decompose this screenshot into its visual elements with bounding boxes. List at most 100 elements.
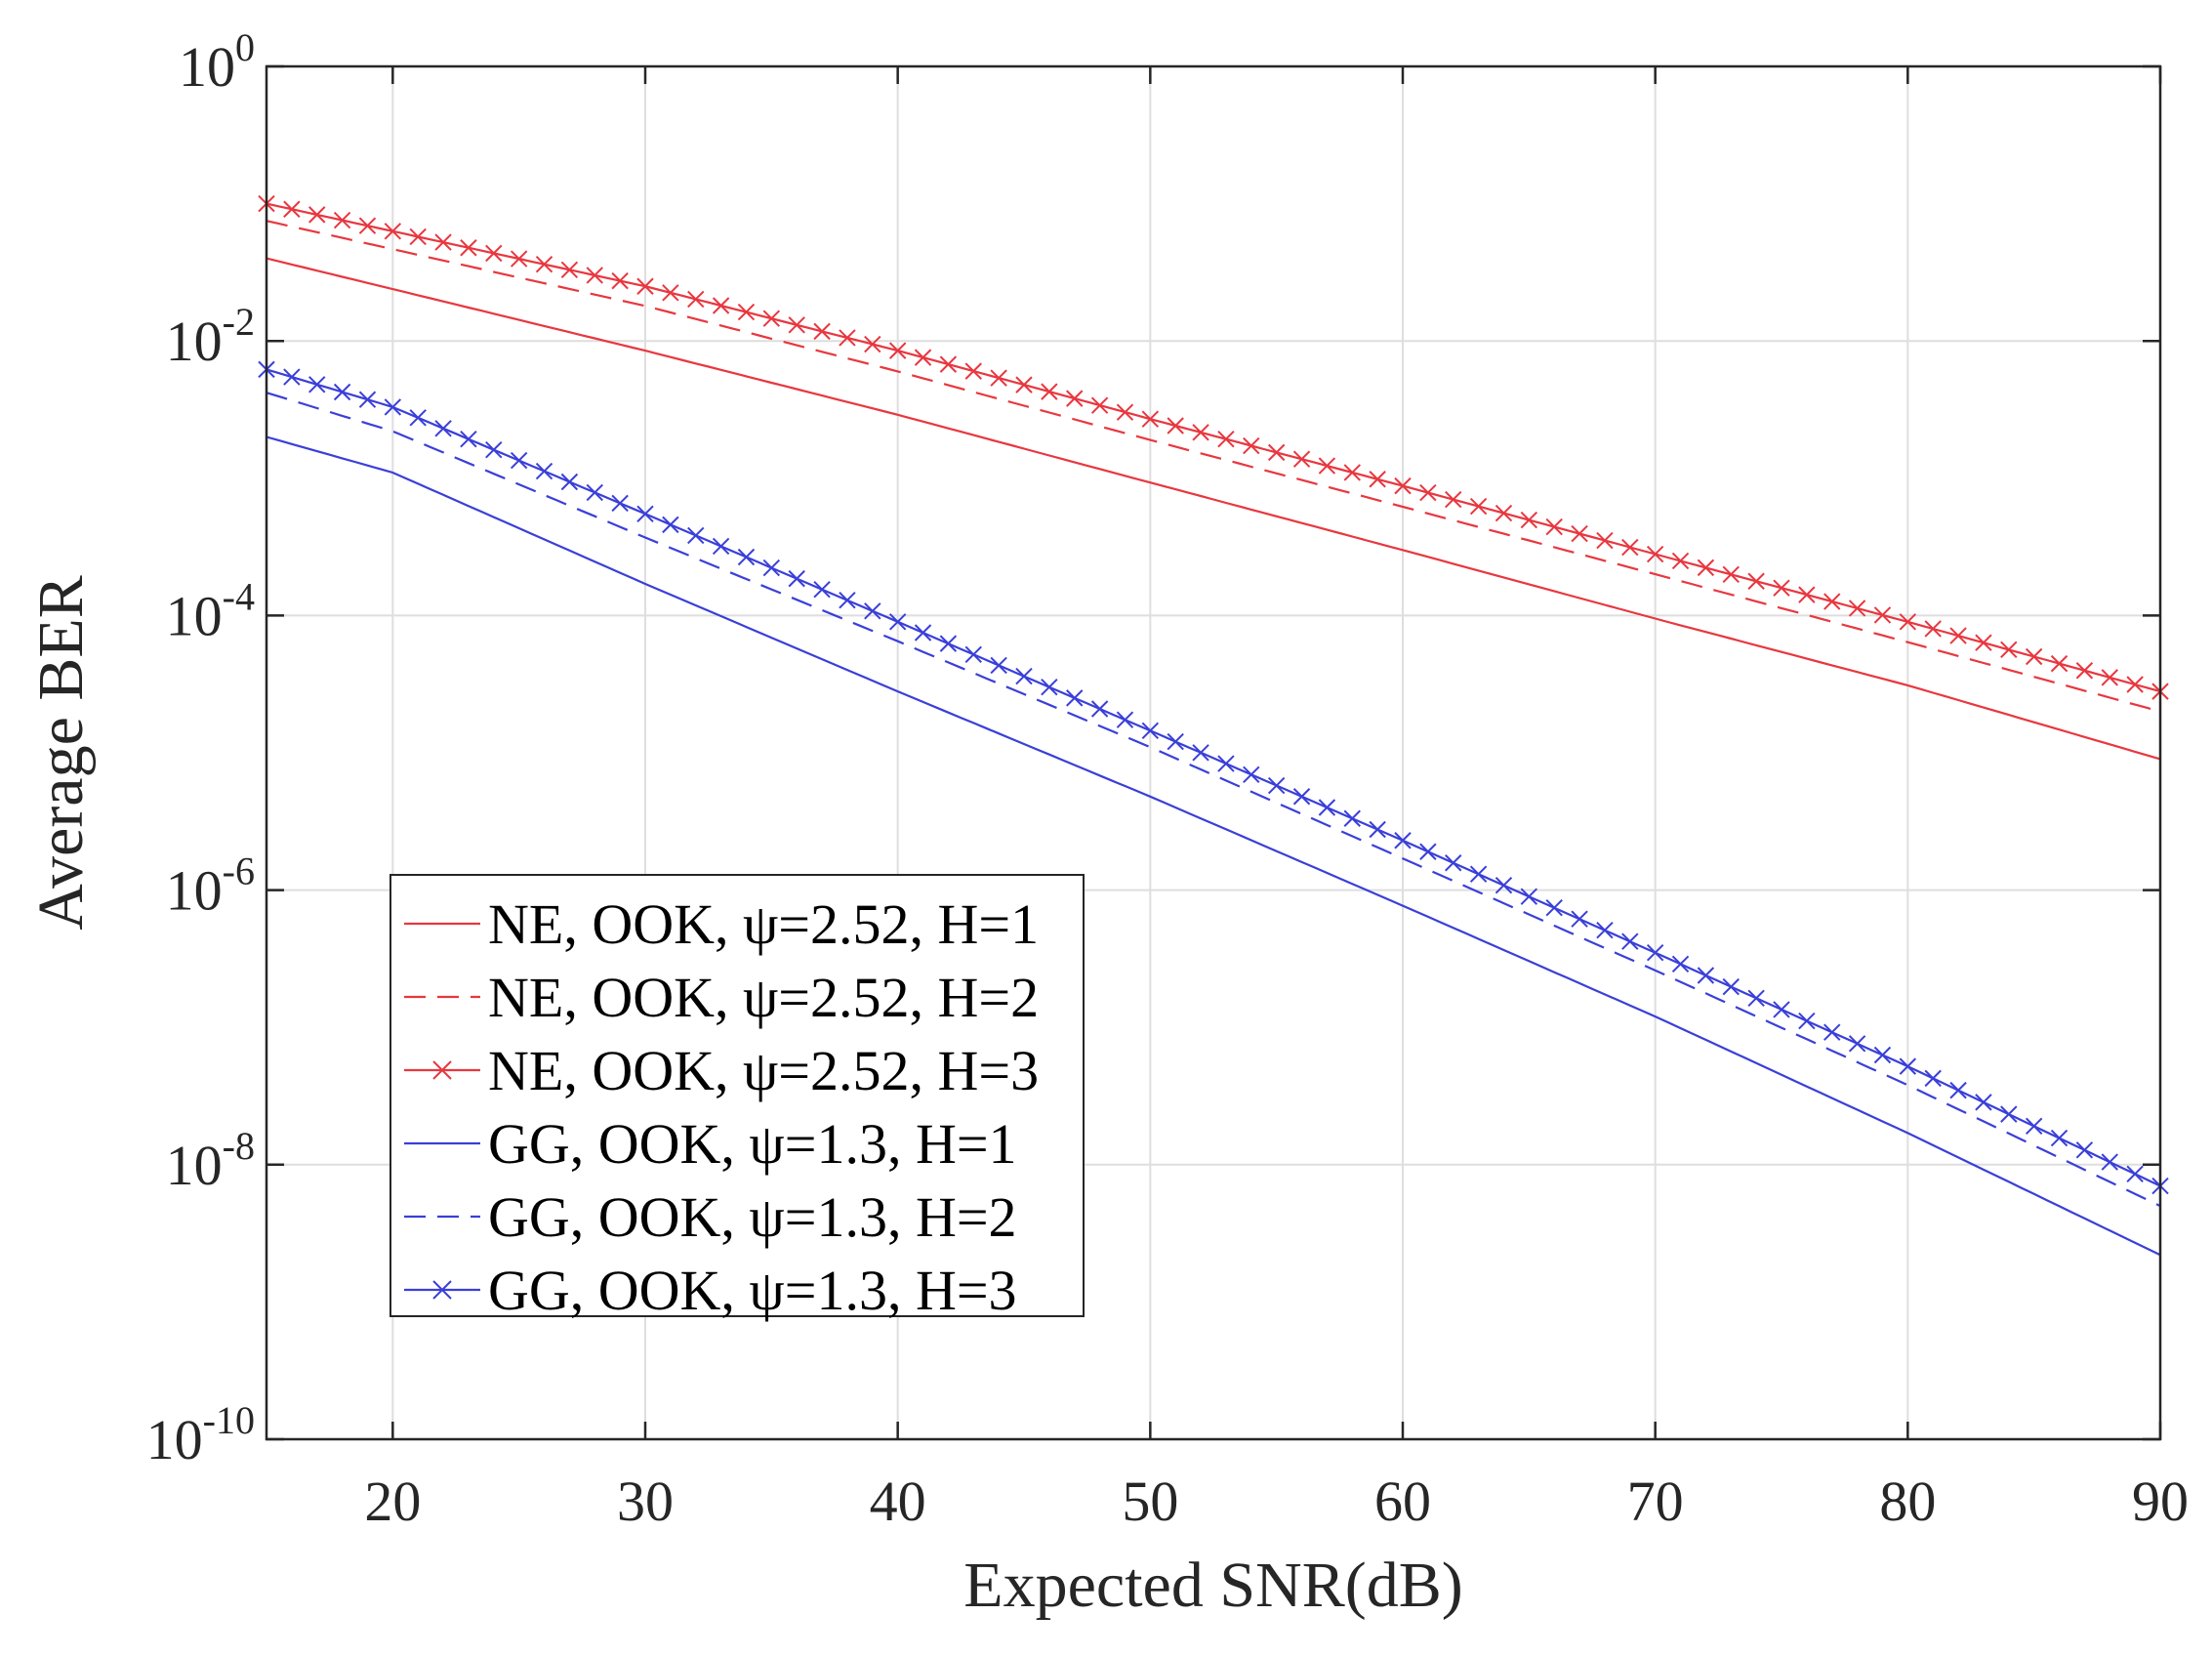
y-tick-label: 10-2: [166, 300, 255, 373]
y-tick-label: 10-4: [166, 574, 255, 647]
y-axis-title: Average BER: [25, 575, 97, 930]
data-point-marker: [384, 223, 402, 240]
data-point-marker: [1848, 1035, 1866, 1053]
data-point-marker: [1141, 410, 1160, 428]
x-tick-label: 20: [364, 1470, 421, 1533]
legend-entry-label: NE, OOK, ψ=2.52, H=3: [488, 1039, 1039, 1102]
data-point-marker: [1116, 711, 1134, 728]
series-line: [266, 257, 2161, 761]
plot-frame: [265, 64, 2162, 1441]
data-point-marker: [1924, 620, 1942, 638]
data-point-marker: [2025, 647, 2043, 666]
data-point-marker: [283, 368, 301, 386]
data-point-marker: [813, 322, 831, 341]
data-point-marker: [2126, 1165, 2144, 1183]
series-2: [266, 220, 2161, 713]
data-point-marker: [1747, 572, 1765, 590]
data-point-marker: [1798, 1012, 1816, 1030]
x-tick-labels: 20 30 40 50 60 70 80 90: [364, 1470, 2189, 1533]
data-point-marker: [1469, 497, 1488, 516]
data-point-marker: [460, 239, 477, 257]
data-point-marker: [1975, 1094, 1992, 1111]
data-point-marker: [864, 335, 881, 353]
axis-ticks: [266, 64, 2162, 1441]
data-point-marker: [384, 398, 402, 416]
data-point-marker: [510, 451, 528, 470]
data-point-marker: [762, 310, 781, 327]
data-series: [258, 194, 2169, 1257]
data-point-marker: [964, 645, 982, 663]
data-point-marker: [611, 271, 629, 290]
x-tick-label: 70: [1627, 1470, 1684, 1533]
x-tick-label: 80: [1879, 1470, 1936, 1533]
data-point-marker: [586, 483, 603, 502]
data-point-marker: [1596, 531, 1614, 550]
series-line: [266, 392, 2161, 1208]
data-point-marker: [1445, 490, 1462, 509]
data-point-marker: [1747, 989, 1765, 1007]
data-point-marker: [1949, 627, 1967, 644]
data-point-marker: [1015, 376, 1033, 393]
data-point-marker: [586, 267, 603, 284]
data-point-marker: [839, 329, 856, 347]
data-point-marker: [1773, 1001, 1790, 1018]
data-point-marker: [1015, 667, 1033, 685]
data-point-marker: [1419, 483, 1437, 502]
data-point-marker: [1369, 820, 1386, 839]
data-point-marker: [283, 200, 301, 218]
data-point-marker: [737, 303, 756, 321]
legend-entry-label: GG, OOK, ψ=1.3, H=2: [488, 1185, 1017, 1249]
series-6: [258, 360, 2169, 1195]
data-point-marker: [1318, 799, 1336, 816]
data-point-marker: [712, 537, 730, 556]
data-point-marker: [1798, 586, 1816, 603]
data-point-marker: [2075, 662, 2094, 680]
x-tick-label: 40: [870, 1470, 926, 1533]
data-point-marker: [636, 505, 654, 523]
data-point-marker: [1167, 417, 1184, 435]
data-point-marker: [1141, 722, 1160, 740]
data-point-marker: [611, 494, 629, 513]
legend-marker: [432, 1280, 452, 1300]
data-point-marker: [1267, 443, 1286, 462]
data-point-marker: [1267, 776, 1286, 795]
data-point-marker: [308, 206, 326, 224]
x-axis-title: Expected SNR(dB): [963, 1550, 1462, 1621]
data-point-marker: [1318, 457, 1336, 475]
data-point-marker: [1217, 430, 1235, 448]
legend-entry-label: GG, OOK, ψ=1.3, H=3: [488, 1259, 1017, 1322]
y-tick-label: 10-6: [166, 849, 255, 923]
legend-entry-label: GG, OOK, ψ=1.3, H=1: [488, 1112, 1017, 1176]
data-point-marker: [1192, 744, 1209, 762]
legend: NE, OOK, ψ=2.52, H=1 NE, OOK, ψ=2.52, H=2…: [389, 874, 1085, 1322]
data-point-marker: [1899, 1057, 1917, 1075]
series-line: [266, 202, 2161, 693]
data-point-marker: [358, 391, 377, 408]
data-point-marker: [2025, 1117, 2043, 1136]
data-point-marker: [687, 290, 705, 309]
data-point-marker: [1545, 899, 1563, 917]
series-line: [266, 220, 2161, 713]
data-point-marker: [333, 211, 351, 229]
data-point-marker: [560, 261, 579, 279]
data-point-marker: [409, 228, 427, 246]
data-point-marker: [1469, 865, 1488, 883]
data-point-marker: [1722, 977, 1740, 996]
data-point-marker: [2101, 669, 2118, 686]
data-point-marker: [1621, 538, 1639, 557]
data-point-marker: [939, 635, 958, 652]
data-point-marker: [409, 409, 427, 427]
x-tick-label: 50: [1122, 1470, 1178, 1533]
data-point-marker: [1292, 788, 1311, 806]
data-point-marker: [1924, 1069, 1942, 1088]
data-point-marker: [333, 383, 351, 401]
y-tick-label: 10-8: [166, 1124, 255, 1197]
data-point-marker: [1243, 436, 1260, 455]
data-point-marker: [1848, 600, 1866, 617]
data-point-marker: [1697, 967, 1715, 984]
data-point-marker: [1646, 545, 1664, 563]
data-point-marker: [535, 462, 553, 480]
y-tick-label: 10-10: [146, 1398, 255, 1471]
